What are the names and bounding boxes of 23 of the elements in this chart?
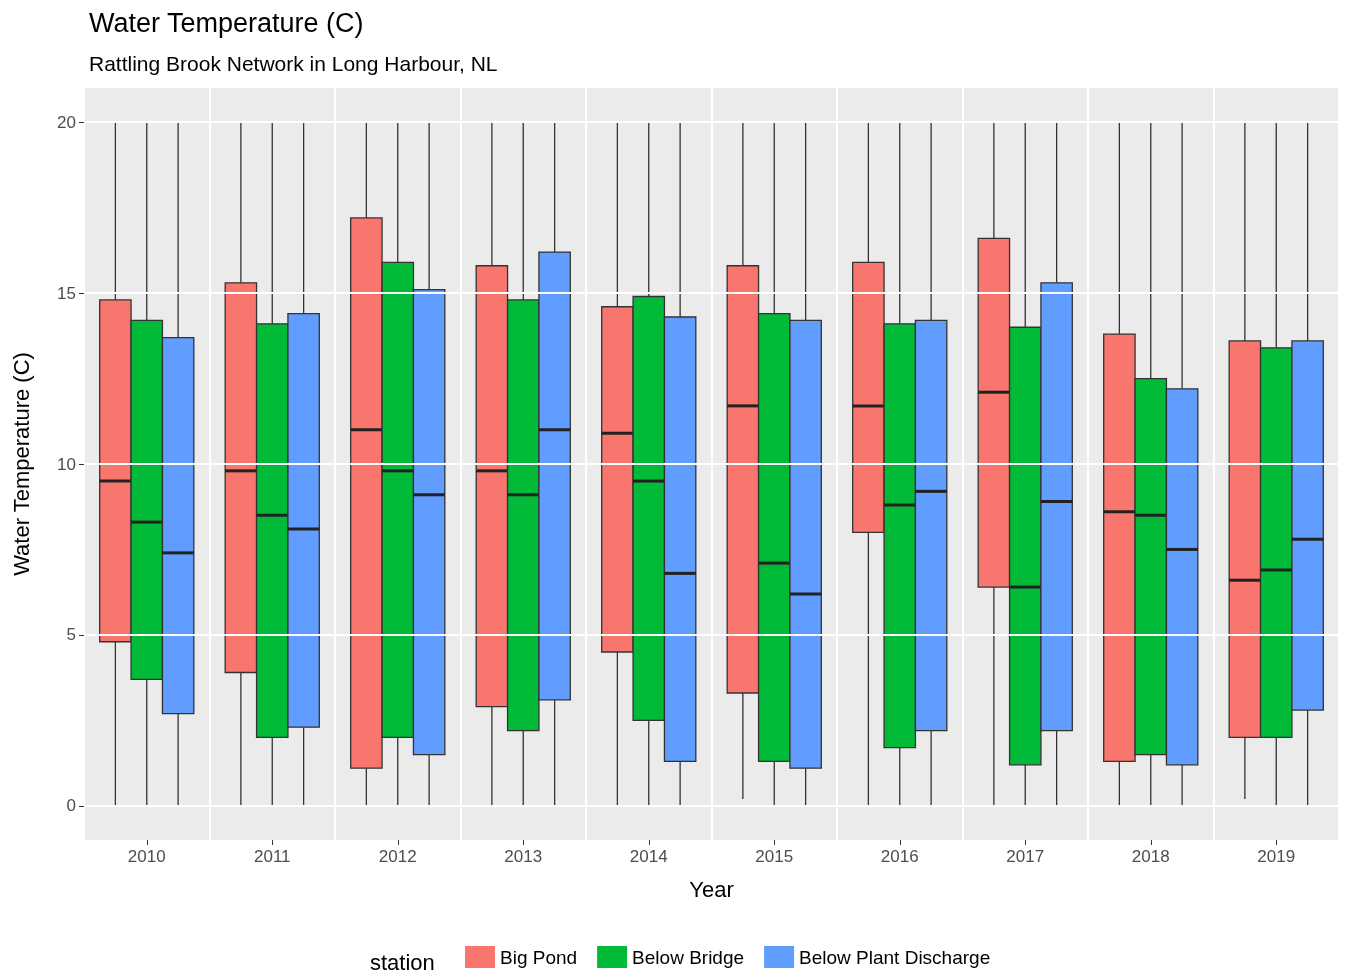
legend-label: Big Pond — [500, 946, 578, 968]
x-tick-label: 2013 — [504, 847, 543, 866]
y-tick-label: 5 — [66, 625, 76, 645]
y-axis-title: Water Temperature (C) — [8, 352, 34, 576]
x-tick-label: 2014 — [629, 847, 668, 866]
x-tick-label: 2017 — [1006, 847, 1045, 866]
legend-title: station — [370, 949, 435, 975]
x-tick-label: 2018 — [1131, 847, 1170, 866]
y-tick-label: 15 — [57, 283, 76, 303]
legend-label: Below Plant Discharge — [799, 946, 991, 968]
chart-title: Water Temperature (C) — [89, 7, 364, 38]
x-tick-label: 2015 — [755, 847, 794, 866]
y-tick-label: 0 — [66, 796, 76, 816]
chart-subtitle: Rattling Brook Network in Long Harbour, NL — [89, 52, 498, 75]
x-axis-title: Year — [689, 876, 734, 902]
legend-label: Below Bridge — [632, 946, 745, 968]
x-tick-label: 2012 — [378, 847, 417, 866]
y-tick-label: 20 — [57, 112, 76, 132]
x-tick-label: 2011 — [253, 847, 291, 866]
x-tick-label: 2010 — [127, 847, 166, 866]
x-tick-label: 2019 — [1257, 847, 1296, 866]
x-tick-label: 2016 — [880, 847, 919, 866]
y-tick-label: 10 — [57, 454, 76, 474]
